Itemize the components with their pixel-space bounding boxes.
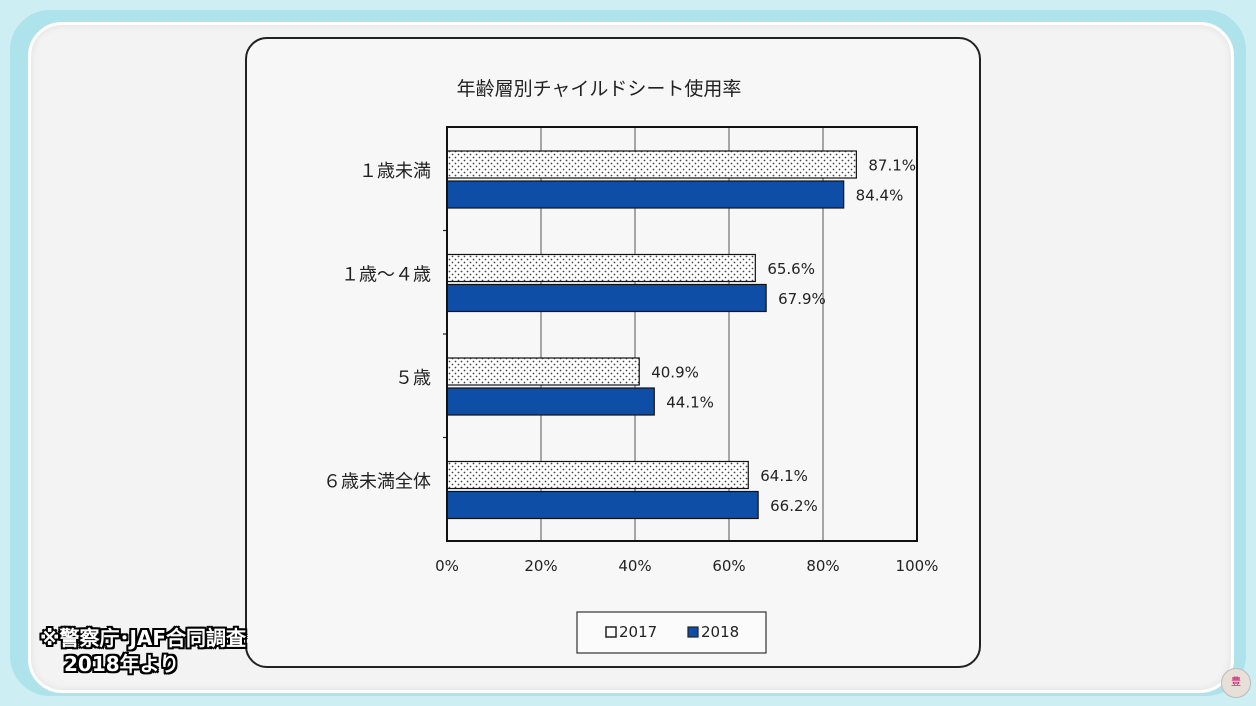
x-tick-label: 40% [618,557,651,575]
category-label: １歳～４歳 [341,264,431,285]
legend: 2017 2018 [576,611,767,654]
x-tick-label: 0% [435,557,459,575]
mascot-avatar: 豊 [1221,668,1251,698]
legend-label-2018: 2018 [701,623,739,641]
plot-area: 87.1% 84.4% １歳未満 65.6% 67.9% １歳～４歳 40.9% 44.1% ５… [323,126,939,575]
bar-2017 [446,150,857,179]
legend-swatch-2017 [605,626,617,638]
mascot-label: 豊 [1231,677,1241,688]
data-label-2017: 64.1% [760,467,808,485]
source-note-line1: ※警察庁･JAF合同調査 [40,626,247,650]
plot-border [446,126,918,542]
chart-title: 年齢層別チャイルドシート使用率 [457,78,742,100]
source-note-line2: 2018年より [64,652,180,676]
bar-chart: 年齢層別チャイルドシート使用率 87.1% 84.4% １歳未満 65.6% 67.9%… [323,78,939,654]
legend-swatch-2018 [687,626,699,638]
category-label: ６歳未満全体 [323,471,431,492]
source-note: ※警察庁･JAF合同調査 2018年より [40,625,246,677]
data-label-2018: 44.1% [666,394,714,412]
bar-2017 [446,460,749,490]
x-tick-label: 100% [896,557,939,575]
bar-2018 [446,490,759,520]
data-label-2018: 84.4% [856,187,904,205]
bar-2018 [446,283,767,313]
category-label: １歳未満 [359,161,431,182]
data-label-2017: 65.6% [767,260,815,278]
x-tick-label: 80% [806,557,839,575]
x-tick-label: 20% [524,557,557,575]
legend-box [576,611,767,654]
data-label-2017: 40.9% [651,364,699,382]
category-label: ５歳 [395,368,431,389]
bar-2018 [446,180,845,209]
data-label-2017: 87.1% [868,157,916,175]
data-label-2018: 66.2% [770,497,818,515]
bar-2017 [446,253,756,283]
data-label-2018: 67.9% [778,290,826,308]
bar-2017 [446,357,640,386]
bar-2018 [446,387,655,416]
x-tick-label: 60% [712,557,745,575]
chart-panel: 年齢層別チャイルドシート使用率 87.1% 84.4% １歳未満 65.6% 67.9%… [245,37,981,668]
legend-label-2017: 2017 [619,623,657,641]
